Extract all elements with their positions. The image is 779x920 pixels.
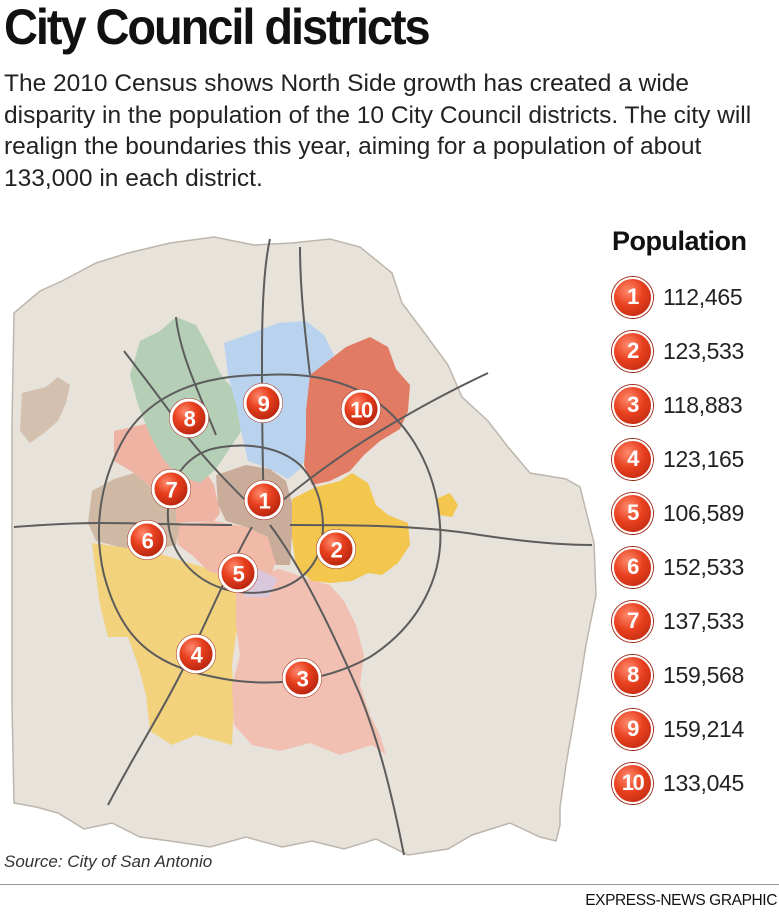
population-value: 123,165 — [663, 445, 745, 472]
district-marker-label: 6 — [142, 529, 154, 554]
intro-text: The 2010 Census shows North Side growth … — [4, 70, 752, 192]
population-row: 8 159,568 — [612, 648, 744, 702]
population-row: 6 152,533 — [612, 540, 744, 594]
district-map: 1 2 3 4 5 6 7 8 9 10 — [11, 236, 597, 856]
district-badge: 5 — [612, 492, 653, 534]
district-marker-6[interactable]: 6 — [127, 520, 167, 560]
population-value: 159,214 — [663, 715, 745, 742]
district-marker-label: 9 — [258, 392, 270, 417]
population-row: 2 123,533 — [612, 324, 744, 378]
district-marker-7[interactable]: 7 — [151, 469, 191, 509]
district-badge: 2 — [612, 330, 653, 372]
district-6-fragment — [20, 377, 70, 443]
footer-divider — [0, 884, 779, 885]
population-value: 133,045 — [663, 769, 745, 796]
district-badge: 3 — [612, 384, 653, 426]
district-marker-label: 2 — [331, 538, 343, 563]
source-note: Source: City of San Antonio — [4, 852, 213, 871]
population-value: 112,465 — [663, 283, 743, 310]
district-marker-label: 8 — [184, 407, 196, 432]
page-title: City Council districts — [4, 0, 431, 55]
population-value: 123,533 — [663, 337, 745, 364]
district-marker-10[interactable]: 10 — [341, 389, 381, 429]
population-value: 152,533 — [663, 553, 745, 580]
district-marker-3[interactable]: 3 — [282, 658, 322, 698]
population-row: 1 112,465 — [612, 270, 744, 324]
population-row: 9 159,214 — [612, 702, 744, 756]
district-marker-label: 7 — [166, 478, 178, 503]
district-badge: 9 — [612, 708, 653, 750]
district-badge: 10 — [612, 762, 653, 804]
district-marker-1[interactable]: 1 — [244, 480, 284, 520]
district-marker-8[interactable]: 8 — [169, 398, 209, 438]
district-badge: 4 — [612, 438, 653, 480]
district-marker-4[interactable]: 4 — [176, 634, 216, 674]
population-heading: Population — [612, 226, 747, 256]
highways — [13, 238, 593, 856]
graphic-credit: EXPRESS-NEWS GRAPHIC — [585, 892, 777, 909]
district-marker-label: 10 — [350, 398, 373, 423]
population-row: 5 106,589 — [612, 486, 744, 540]
district-badge: 6 — [612, 546, 653, 588]
population-value: 159,568 — [663, 661, 745, 688]
district-marker-5[interactable]: 5 — [218, 553, 258, 593]
district-marker-2[interactable]: 2 — [316, 529, 356, 569]
population-row: 10 133,045 — [612, 756, 744, 810]
population-row: 4 123,165 — [612, 432, 744, 486]
district-marker-label: 5 — [233, 562, 245, 587]
district-2-fragment — [436, 493, 458, 517]
population-value: 106,589 — [663, 499, 745, 526]
population-value: 137,533 — [663, 607, 745, 634]
district-badge: 1 — [612, 276, 653, 318]
population-list: 1 112,465 2 123,533 3 118,883 4 123,165 … — [612, 270, 744, 810]
district-marker-label: 3 — [297, 667, 309, 692]
population-row: 3 118,883 — [612, 378, 744, 432]
district-4-area — [92, 543, 246, 745]
district-marker-label: 1 — [259, 489, 271, 514]
district-marker-9[interactable]: 9 — [243, 383, 283, 423]
district-badge: 7 — [612, 600, 653, 642]
population-row: 7 137,533 — [612, 594, 744, 648]
district-badge: 8 — [612, 654, 653, 696]
population-value: 118,883 — [663, 391, 743, 418]
